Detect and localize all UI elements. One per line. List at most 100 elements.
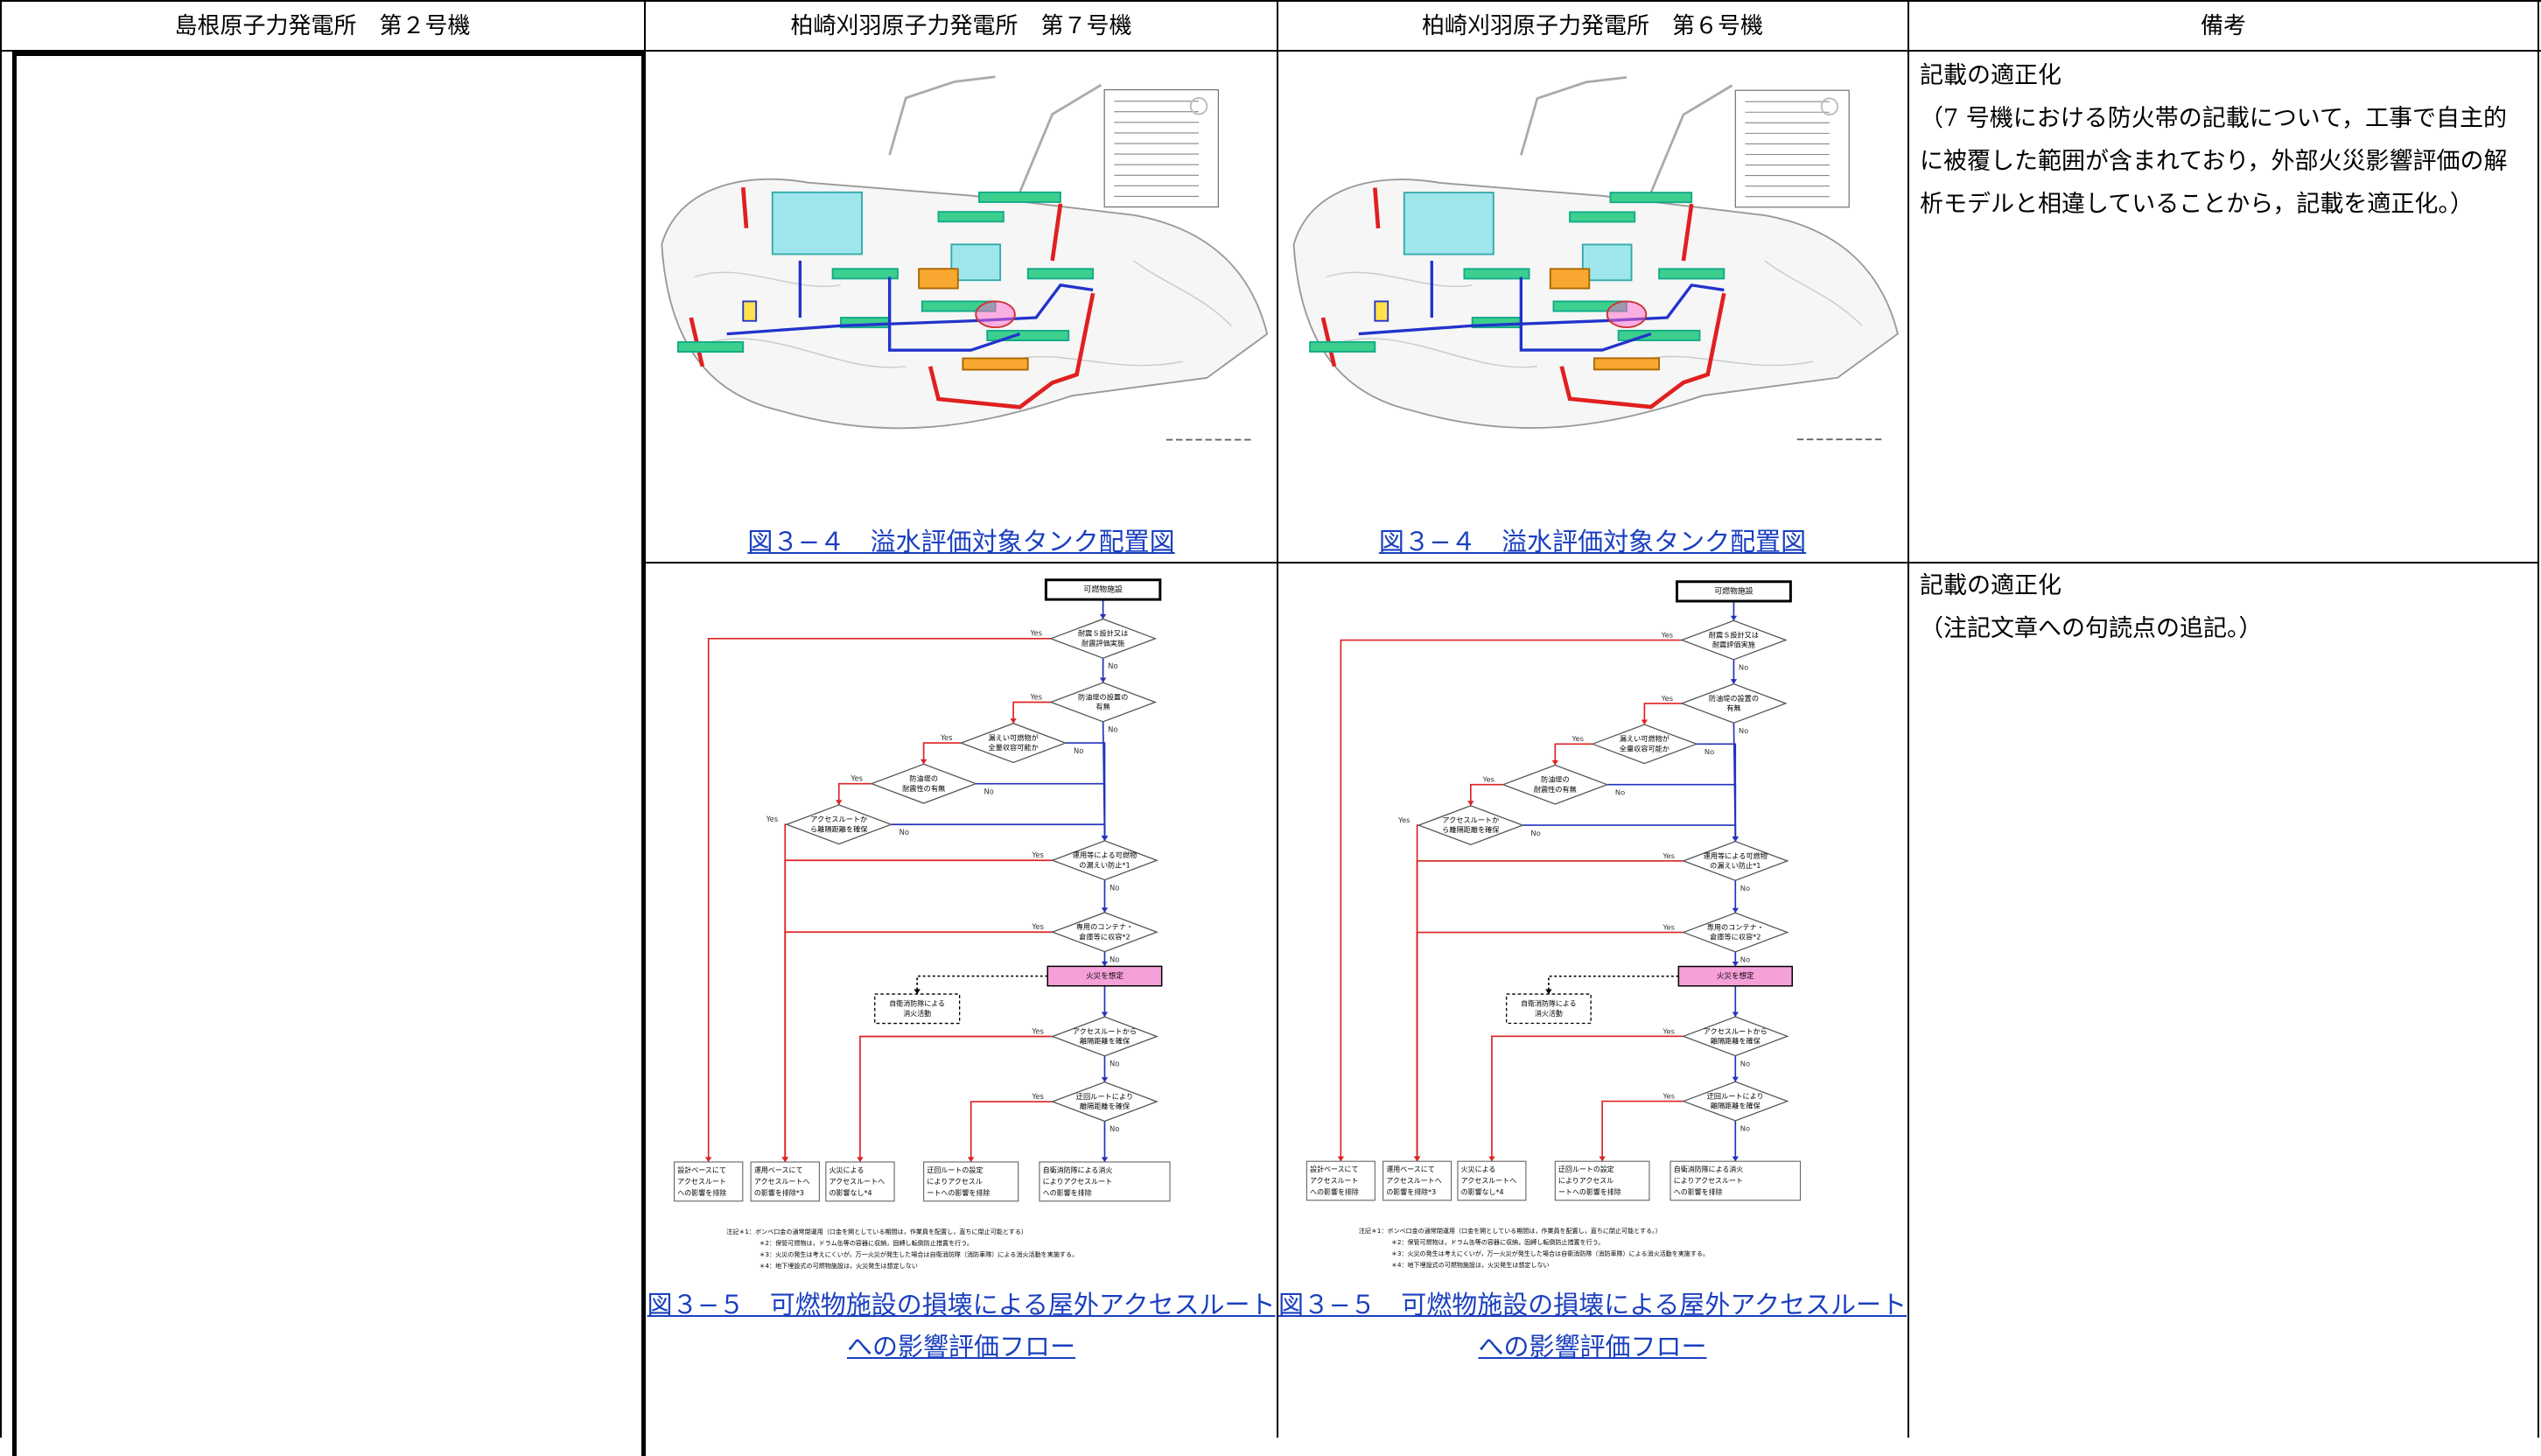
- figure-caption[interactable]: への影響評価フロー: [846, 1332, 1075, 1362]
- yes-label: Yes: [1661, 630, 1673, 639]
- border: [2538, 0, 2539, 1438]
- label-box: [1309, 340, 1376, 353]
- flood-area: [975, 300, 1016, 329]
- decision-label: 全量収容可能か: [988, 743, 1038, 752]
- label-box: [1549, 268, 1591, 290]
- arrow-head: [1337, 1156, 1345, 1162]
- decision: [959, 723, 1068, 764]
- outcome-label: アクセスルート: [677, 1178, 726, 1186]
- outcome-label: への影響を排除: [1043, 1188, 1092, 1197]
- yes-label: Yes: [766, 815, 779, 823]
- yes-label: Yes: [940, 733, 953, 742]
- legend: [1103, 89, 1219, 208]
- arrow-head: [1099, 677, 1107, 683]
- outcome-box: [750, 1161, 820, 1202]
- figure-caption[interactable]: 図３−４ 溢水評価対象タンク配置図: [747, 527, 1175, 556]
- building: [771, 191, 863, 256]
- decision-label: アクセスルートから: [1073, 1026, 1137, 1035]
- yes-label: Yes: [1662, 1091, 1674, 1100]
- yes-label: Yes: [1031, 1026, 1044, 1035]
- no-label: No: [1615, 788, 1625, 796]
- dashed-label: 消火活動: [1535, 1009, 1563, 1018]
- tank: [1374, 300, 1390, 322]
- remark-heading: 記載の適正化: [1920, 62, 2062, 89]
- arrow-head: [1101, 836, 1109, 841]
- figure-caption[interactable]: 図３−５ 可燃物施設の損壊による屋外アクセスルート: [1278, 1290, 1907, 1320]
- remark-body: （7 号機における防火帯の記載について，工事で自主的に被覆した範囲が含まれており…: [1920, 105, 2508, 218]
- legend: [1734, 89, 1850, 208]
- decision: [1502, 764, 1609, 805]
- no-label: No: [1110, 955, 1119, 963]
- border: [1908, 0, 1909, 1438]
- flow-edge: [1601, 1100, 1684, 1162]
- contours: [694, 260, 1232, 368]
- outcome-label: 迂回ルートの設定: [927, 1166, 983, 1174]
- flow-edge: [784, 931, 1053, 1162]
- decision-label: 迂回ルートにより: [1076, 1092, 1133, 1101]
- label-box: [937, 211, 1004, 223]
- north-mark: [1189, 97, 1208, 116]
- outcome-label: 火災による: [830, 1166, 864, 1174]
- outcome-box: [673, 1161, 744, 1202]
- arrow-head: [1467, 801, 1474, 806]
- arrow-head: [1101, 907, 1109, 913]
- decision: [1417, 805, 1525, 846]
- decision-label: アクセスルートか: [1442, 816, 1499, 824]
- arrow-head: [1732, 961, 1740, 967]
- label-box: [1026, 268, 1095, 280]
- flow-edge: [922, 742, 962, 765]
- decision-label: 離隔距離を確保: [1080, 1037, 1130, 1046]
- figure-caption[interactable]: 図３−４ 溢水評価対象タンク配置図: [1378, 527, 1807, 556]
- no-label: No: [1108, 662, 1117, 670]
- arrow-head: [967, 1157, 975, 1162]
- column-header: 島根原子力発電所 第２号機: [174, 13, 471, 39]
- arrow-head: [704, 1157, 712, 1162]
- decision: [785, 804, 893, 845]
- yes-label: Yes: [1482, 775, 1494, 784]
- outcome-label: アクセスルートへ: [1461, 1177, 1516, 1185]
- flow-edge: [1469, 783, 1503, 806]
- arrow-head: [1732, 836, 1740, 842]
- arrow-head: [1101, 1012, 1109, 1018]
- arrow-head: [1488, 1156, 1495, 1162]
- note: 注記＊1：ボンベ口金の通常閉運用（口金を開としている期間は，作業員を配置し，直ち…: [1359, 1227, 1662, 1235]
- border: [0, 0, 2541, 2]
- decision-label: 耐震性の有無: [902, 784, 945, 793]
- outcome-label: 運用ベースにて: [1386, 1166, 1434, 1173]
- column-header: 柏崎刈羽原子力発電所 第６号機: [1421, 13, 1763, 39]
- figure-caption[interactable]: への影響評価フロー: [1478, 1332, 1707, 1362]
- outcome-label: 運用ベースにて: [754, 1166, 803, 1174]
- yes-label: Yes: [1572, 734, 1584, 743]
- yes-label: Yes: [1662, 1026, 1674, 1035]
- decision: [1049, 618, 1158, 659]
- yes-label: Yes: [1662, 851, 1674, 860]
- outcome-label: アクセスルートへ: [830, 1178, 886, 1186]
- north-mark: [1820, 97, 1839, 116]
- decision: [870, 763, 978, 804]
- arrow-head: [1413, 1156, 1421, 1162]
- flow-edge: [1548, 975, 1679, 995]
- arrow-head: [1732, 907, 1740, 914]
- decision: [1049, 682, 1158, 723]
- arrow-head: [1010, 718, 1017, 724]
- arrow-head: [1732, 1012, 1740, 1018]
- dashed-label: 消火活動: [903, 1009, 931, 1018]
- figure-caption[interactable]: 図３−５ 可燃物施設の損壊による屋外アクセスルート: [647, 1290, 1276, 1320]
- remark-body: （注記文章への句読点の追記。）: [1920, 615, 2263, 642]
- decision-label: 耐震評価実施: [1082, 639, 1124, 648]
- flow-edge: [976, 782, 1106, 841]
- flow-edge: [1643, 703, 1683, 725]
- start-label: 可燃物施設: [1714, 585, 1754, 596]
- decision-label: 迂回ルートにより: [1707, 1091, 1764, 1100]
- flow-edge: [891, 823, 1106, 841]
- note: 注記＊1：ボンベ口金の通常閉運用（口金を開としている期間は，作業員を配置し，直ち…: [726, 1228, 1027, 1236]
- no-label: No: [1110, 883, 1119, 892]
- decision: [1050, 1016, 1158, 1057]
- fire-label: 火災を想定: [1086, 970, 1124, 981]
- arrow-head: [1545, 989, 1552, 995]
- arrow-head: [1101, 961, 1109, 967]
- no-label: No: [1110, 1124, 1119, 1133]
- yes-label: Yes: [850, 774, 863, 783]
- decision: [1050, 840, 1158, 881]
